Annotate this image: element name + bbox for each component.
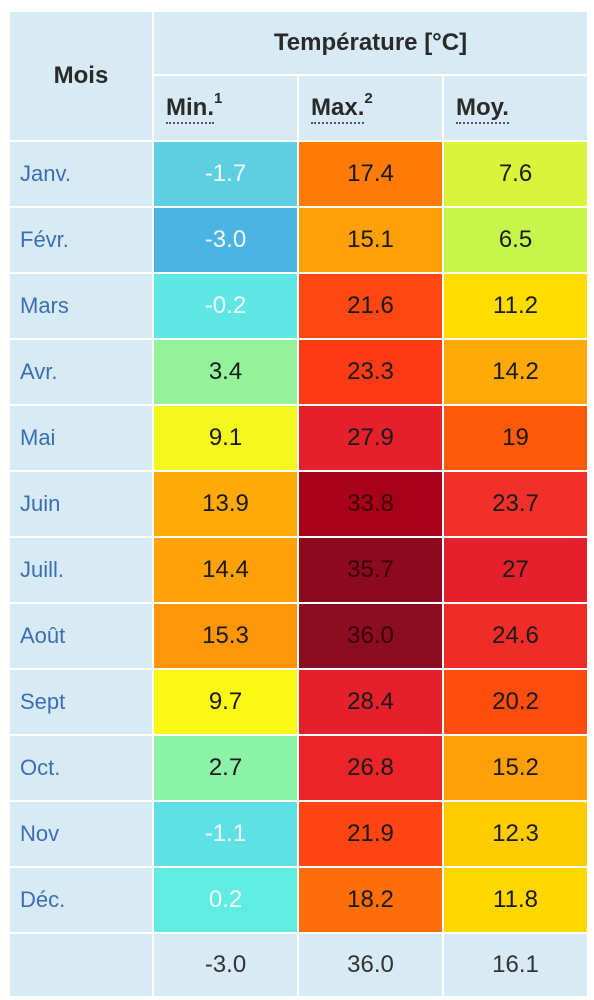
max-cell: 35.7 (299, 538, 442, 602)
moy-cell: 7.6 (444, 142, 588, 206)
month-cell: Mai (10, 406, 152, 470)
table-row: Août 15.3 36.0 24.6 (10, 604, 588, 668)
header-temperature-group: Température [°C] (154, 12, 588, 74)
max-cell: 21.6 (299, 274, 442, 338)
moy-cell: 20.2 (444, 670, 588, 734)
header-max-footnote[interactable]: 2 (364, 90, 373, 107)
table-row: Mai 9.1 27.9 19 (10, 406, 588, 470)
month-cell: Oct. (10, 736, 152, 800)
max-cell: 26.8 (299, 736, 442, 800)
table-row: Nov -1.1 21.9 12.3 (10, 802, 588, 866)
month-cell: Nov (10, 802, 152, 866)
min-cell: -3.0 (154, 208, 297, 272)
header-moy-label: Moy. (456, 94, 509, 124)
month-cell: Mars (10, 274, 152, 338)
moy-cell: 24.6 (444, 604, 588, 668)
month-cell: Juill. (10, 538, 152, 602)
month-cell: Janv. (10, 142, 152, 206)
max-cell: 27.9 (299, 406, 442, 470)
summary-moy-cell: 16.1 (444, 934, 588, 996)
summary-max-cell: 36.0 (299, 934, 442, 996)
summary-month-cell (10, 934, 152, 996)
header-min-label: Min. (166, 94, 214, 124)
max-cell: 28.4 (299, 670, 442, 734)
table-row: Sept 9.7 28.4 20.2 (10, 670, 588, 734)
month-cell: Févr. (10, 208, 152, 272)
min-cell: 9.1 (154, 406, 297, 470)
month-cell: Sept (10, 670, 152, 734)
table-header: Mois Température [°C] Min.1 Max.2 Moy. (10, 12, 588, 140)
header-min-footnote[interactable]: 1 (214, 90, 223, 107)
table-row: Juill. 14.4 35.7 27 (10, 538, 588, 602)
month-cell: Août (10, 604, 152, 668)
min-cell: 9.7 (154, 670, 297, 734)
max-cell: 23.3 (299, 340, 442, 404)
table-row: Avr. 3.4 23.3 14.2 (10, 340, 588, 404)
moy-cell: 23.7 (444, 472, 588, 536)
min-cell: -1.7 (154, 142, 297, 206)
max-cell: 33.8 (299, 472, 442, 536)
min-cell: -1.1 (154, 802, 297, 866)
max-cell: 36.0 (299, 604, 442, 668)
table-row: Janv. -1.7 17.4 7.6 (10, 142, 588, 206)
table-row: Oct. 2.7 26.8 15.2 (10, 736, 588, 800)
min-cell: 14.4 (154, 538, 297, 602)
moy-cell: 11.8 (444, 868, 588, 932)
moy-cell: 14.2 (444, 340, 588, 404)
month-cell: Déc. (10, 868, 152, 932)
min-cell: 13.9 (154, 472, 297, 536)
header-max-label: Max. (311, 94, 365, 124)
min-cell: -0.2 (154, 274, 297, 338)
max-cell: 17.4 (299, 142, 442, 206)
max-cell: 21.9 (299, 802, 442, 866)
moy-cell: 11.2 (444, 274, 588, 338)
table-body: Janv. -1.7 17.4 7.6 Févr. -3.0 15.1 6.5 Mars -0.2… (10, 142, 588, 996)
table-row: Févr. -3.0 15.1 6.5 (10, 208, 588, 272)
max-cell: 18.2 (299, 868, 442, 932)
min-cell: 3.4 (154, 340, 297, 404)
moy-cell: 6.5 (444, 208, 588, 272)
summary-min-cell: -3.0 (154, 934, 297, 996)
header-moy[interactable]: Moy. (444, 76, 588, 140)
month-cell: Juin (10, 472, 152, 536)
table-row: Déc. 0.2 18.2 11.8 (10, 868, 588, 932)
moy-cell: 12.3 (444, 802, 588, 866)
min-cell: 2.7 (154, 736, 297, 800)
climate-table-container: Mois Température [°C] Min.1 Max.2 Moy. J… (8, 10, 588, 998)
min-cell: 15.3 (154, 604, 297, 668)
header-min[interactable]: Min.1 (154, 76, 297, 140)
summary-row: -3.0 36.0 16.1 (10, 934, 588, 996)
month-cell: Avr. (10, 340, 152, 404)
moy-cell: 15.2 (444, 736, 588, 800)
header-max[interactable]: Max.2 (299, 76, 442, 140)
header-month: Mois (10, 12, 152, 140)
moy-cell: 19 (444, 406, 588, 470)
min-cell: 0.2 (154, 868, 297, 932)
max-cell: 15.1 (299, 208, 442, 272)
temperature-table: Mois Température [°C] Min.1 Max.2 Moy. J… (8, 10, 589, 998)
moy-cell: 27 (444, 538, 588, 602)
table-row: Mars -0.2 21.6 11.2 (10, 274, 588, 338)
table-row: Juin 13.9 33.8 23.7 (10, 472, 588, 536)
